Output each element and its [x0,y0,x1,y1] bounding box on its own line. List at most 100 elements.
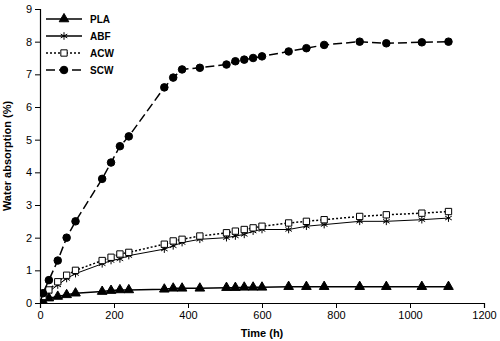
x-tick-label: 0 [37,309,43,321]
series-marker [107,159,115,167]
x-tick: 200 [105,303,123,321]
legend-marker [61,50,67,56]
series-marker [248,282,258,290]
series-marker [63,234,71,242]
y-tick: 8 [26,36,40,48]
series-marker [419,210,425,216]
x-tick-label: 1200 [472,309,496,321]
series-marker [319,281,329,289]
series-marker [222,282,232,290]
series-marker [419,216,426,224]
y-tick-label: 9 [26,3,32,15]
x-tick: 1200 [472,303,496,321]
x-tick: 400 [179,303,197,321]
series-marker [285,48,293,56]
series-marker [124,284,134,292]
x-tick-label: 200 [105,309,123,321]
plot: 0200400600800100012000123456789PLAABFACW… [26,3,497,321]
x-tick: 800 [327,303,345,321]
series-marker [54,257,62,265]
series-marker [382,281,392,289]
y-tick: 9 [26,3,40,15]
y-tick-mark [35,42,40,43]
series-marker [72,267,78,273]
series-marker [356,38,364,46]
series-marker [40,299,44,303]
series-marker [383,218,390,226]
x-tick-mark [410,303,411,308]
y-tick-mark [35,238,40,239]
series-marker [168,283,178,291]
series-marker [98,175,106,183]
series-marker [40,289,47,297]
series-marker [445,208,451,214]
y-tick-mark [35,205,40,206]
series-marker [257,282,267,290]
series-marker [321,217,327,223]
series-line [40,218,448,303]
y-tick: 0 [26,297,40,309]
series-marker [99,257,105,263]
series-marker [160,284,170,292]
y-axis: 0123456789 [26,3,41,309]
series-marker [169,74,177,82]
marks [40,38,453,303]
series-marker [285,220,291,226]
series-marker [106,285,116,293]
series-marker [40,299,43,303]
series-marker [170,238,176,244]
series-marker [249,54,257,62]
series-marker [355,281,365,289]
series-marker [161,241,167,247]
series-line [40,42,448,303]
series-marker [126,249,132,255]
x-tick-label: 800 [327,309,345,321]
legend-marker [59,13,69,21]
legend-item: ABF [46,31,111,42]
x-tick: 600 [253,303,271,321]
y-tick-mark [35,140,40,141]
y-axis-line [35,10,41,304]
series-marker [97,286,107,294]
series-marker [223,61,231,69]
series-marker [177,283,187,291]
series-marker [231,282,241,290]
y-tick-label: 8 [26,36,32,48]
x-tick-mark [114,303,115,308]
legend-label: SCW [90,65,114,76]
series-marker [72,218,80,226]
legend-item: PLA [46,13,110,25]
series-marker [445,38,453,46]
legend: PLA ABF ACW SCW [46,13,114,76]
series-marker [40,300,43,303]
y-tick: 1 [26,264,40,276]
y-tick-mark [35,303,40,304]
y-tick: 7 [26,68,40,80]
series-marker [285,226,292,234]
x-tick-mark [336,303,337,308]
y-tick-label: 0 [26,297,32,309]
x-tick-mark [188,303,189,308]
y-tick-mark [35,107,40,108]
y-tick: 6 [26,101,40,113]
series-marker [196,64,204,72]
series-marker [195,283,205,291]
series-marker [197,233,203,239]
x-axis-line [41,304,485,309]
series-marker [258,53,266,61]
series-marker [45,276,53,284]
legend-label: ABF [90,31,111,42]
series-marker [357,213,363,219]
chart: 0200400600800100012000123456789PLAABFACW… [0,0,500,341]
legend-item: ACW [46,48,114,59]
series-marker [125,133,133,141]
legend-marker [60,66,68,74]
series-marker [71,288,81,296]
series-marker [250,225,256,231]
series-marker [117,251,123,257]
x-tick-mark [484,303,485,308]
series-marker [63,272,69,278]
series-marker [284,281,294,289]
series-marker [302,281,312,289]
x-axis-title: Time (h) [241,327,284,339]
